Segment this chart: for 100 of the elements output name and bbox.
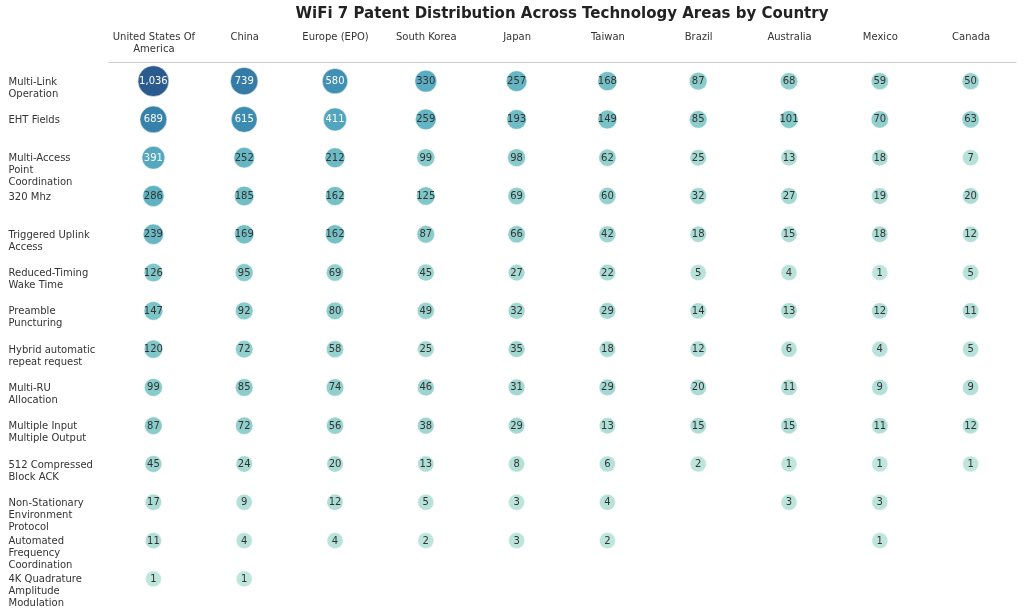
data-label: 50 — [964, 75, 977, 87]
data-label: 18 — [873, 151, 887, 163]
data-label: 3 — [513, 496, 520, 508]
x-tick-label: Canada — [952, 30, 991, 42]
data-label: 69 — [510, 190, 523, 201]
x-tick-label: Taiwan — [589, 30, 625, 42]
data-label: 62 — [601, 151, 614, 163]
data-label: 12 — [964, 228, 977, 240]
y-tick-label: Hybrid automatic repeat request — [8, 343, 96, 367]
x-tick-label: United States Of America — [112, 30, 196, 54]
data-label: 1 — [241, 572, 248, 584]
data-label: 1,036 — [139, 75, 168, 87]
y-tick-label: Preamble Puncturing — [8, 305, 63, 329]
data-label: 95 — [237, 266, 251, 278]
data-label: 162 — [325, 190, 345, 201]
data-label: 1 — [967, 458, 974, 469]
data-label: 5 — [695, 266, 702, 278]
x-tick-label: South Korea — [396, 30, 457, 42]
data-label: 18 — [601, 343, 614, 355]
data-label: 257 — [507, 75, 527, 87]
data-label: 31 — [510, 381, 523, 393]
y-tick-label: 4K Quadrature Amplitude Modulation — [8, 573, 82, 609]
data-label: 185 — [234, 190, 254, 201]
data-label: 92 — [237, 304, 251, 316]
data-label: 85 — [691, 113, 705, 125]
data-label: 411 — [325, 113, 345, 125]
x-tick-label: Japan — [502, 30, 532, 42]
data-label: 56 — [328, 419, 342, 431]
data-label: 120 — [143, 343, 163, 355]
data-label: 15 — [691, 419, 705, 431]
data-label: 20 — [328, 458, 342, 469]
data-label: 101 — [779, 113, 799, 125]
data-label: 87 — [419, 228, 433, 240]
y-tick-label: 512 Compressed Block ACK — [8, 458, 93, 482]
data-label: 46 — [419, 381, 433, 393]
data-label: 17 — [147, 496, 160, 508]
data-label: 125 — [416, 190, 436, 201]
data-label: 87 — [147, 419, 160, 431]
data-label: 49 — [419, 304, 433, 316]
data-label: 1 — [150, 572, 157, 584]
data-label: 3 — [785, 496, 793, 508]
data-label: 168 — [597, 75, 617, 87]
data-label: 85 — [237, 381, 251, 393]
data-label: 4 — [876, 343, 883, 355]
data-label: 99 — [419, 151, 433, 163]
data-label: 68 — [782, 75, 796, 87]
data-label: 4 — [604, 496, 611, 508]
data-label: 3 — [876, 496, 883, 508]
data-label: 4 — [331, 534, 339, 546]
data-label: 7 — [967, 151, 974, 163]
data-label: 3 — [513, 534, 520, 546]
data-label: 20 — [691, 381, 705, 393]
data-label: 38 — [419, 419, 433, 431]
data-label: 45 — [419, 266, 433, 278]
data-label: 12 — [328, 496, 342, 508]
y-tick-label: Multi-Access Point Coordination — [8, 152, 73, 188]
data-label: 239 — [143, 228, 163, 240]
data-label: 69 — [328, 266, 342, 278]
y-tick-label: Non-Stationary Environment Protocol — [8, 496, 84, 532]
data-label: 6 — [785, 343, 793, 355]
data-label: 739 — [234, 75, 254, 87]
data-label: 8 — [513, 458, 520, 469]
data-label: 24 — [237, 458, 251, 469]
data-label: 12 — [873, 304, 887, 316]
data-label: 45 — [147, 458, 160, 469]
data-label: 252 — [234, 151, 254, 163]
data-label: 1 — [876, 534, 883, 546]
data-label: 15 — [782, 419, 796, 431]
data-label: 20 — [964, 190, 977, 201]
x-tick-label: China — [230, 30, 259, 42]
data-label: 25 — [419, 343, 433, 355]
data-label: 13 — [782, 151, 796, 163]
data-label: 22 — [601, 266, 614, 278]
data-label: 99 — [147, 381, 160, 393]
data-label: 162 — [325, 228, 345, 240]
data-label: 4 — [241, 534, 248, 546]
data-label: 59 — [873, 75, 887, 87]
data-label: 42 — [601, 228, 614, 240]
data-label: 9 — [967, 381, 974, 393]
data-label: 11 — [147, 534, 160, 546]
x-tick-label: Europe (EPO) — [302, 30, 369, 42]
data-label: 98 — [510, 151, 523, 163]
y-tick-label: Triggered Uplink Access — [7, 228, 91, 252]
data-label: 80 — [328, 304, 342, 316]
data-label: 1 — [876, 266, 883, 278]
data-label: 126 — [143, 266, 163, 278]
data-label: 286 — [143, 190, 163, 201]
data-label: 9 — [241, 496, 248, 508]
data-label: 14 — [691, 304, 705, 316]
data-label: 12 — [964, 419, 977, 431]
data-label: 15 — [782, 228, 796, 240]
y-tick-label: Multi-Link Operation — [8, 75, 59, 99]
data-label: 2 — [604, 534, 611, 546]
data-label: 11 — [782, 381, 796, 393]
data-label: 27 — [510, 266, 523, 278]
data-label: 1 — [785, 458, 793, 469]
data-label: 12 — [691, 343, 705, 355]
data-label: 66 — [510, 228, 523, 240]
data-label: 70 — [873, 113, 887, 125]
data-label: 5 — [422, 496, 429, 508]
